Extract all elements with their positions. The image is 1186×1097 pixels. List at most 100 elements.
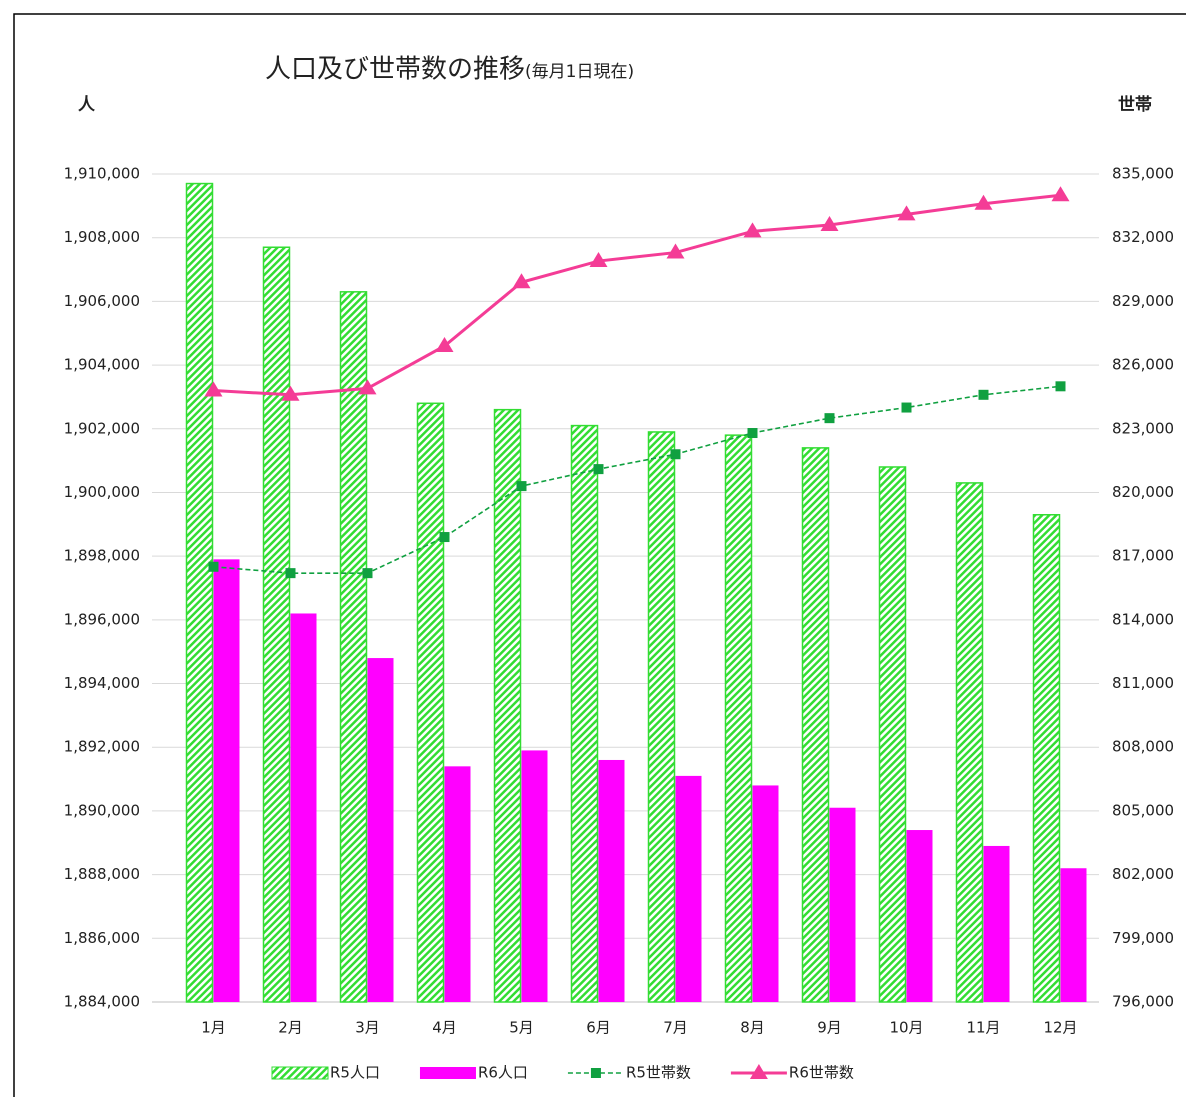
bar <box>570 424 599 1003</box>
x-tick-label: 8月 <box>740 1019 765 1037</box>
y2-tick-label: 829,000 <box>1112 292 1174 310</box>
bar <box>493 408 522 1003</box>
marker <box>974 194 993 210</box>
marker <box>978 389 989 400</box>
x-tick-label: 3月 <box>355 1019 380 1037</box>
y-tick-label: 1,900,000 <box>64 483 140 501</box>
bar <box>878 466 907 1003</box>
x-tick-label: 1月 <box>201 1019 226 1037</box>
x-tick-label: 7月 <box>663 1019 688 1037</box>
marker <box>589 252 608 268</box>
bar <box>647 431 676 1003</box>
marker <box>362 568 373 579</box>
bar <box>906 830 933 1002</box>
bar <box>521 750 548 1002</box>
y-tick-label: 1,910,000 <box>64 165 140 183</box>
bar <box>598 759 625 1002</box>
bar <box>367 658 394 1002</box>
marker <box>670 449 681 460</box>
bar <box>416 402 445 1003</box>
bar <box>1032 514 1061 1003</box>
y2-tick-label: 799,000 <box>1112 929 1174 947</box>
legend-marker <box>590 1068 601 1078</box>
marker <box>820 215 839 231</box>
bar <box>290 613 317 1002</box>
y2-tick-label: 814,000 <box>1112 610 1174 628</box>
y-tick-label: 1,890,000 <box>64 801 140 819</box>
bar <box>213 559 240 1002</box>
marker <box>358 379 377 395</box>
x-tick-label: 4月 <box>432 1019 457 1037</box>
bar <box>262 246 291 1003</box>
marker <box>666 243 685 259</box>
y2-tick-label: 802,000 <box>1112 865 1174 883</box>
chart-title: 人口及び世帯数の推移 <box>265 55 525 85</box>
y2-tick-label: 832,000 <box>1112 228 1174 246</box>
bar <box>955 482 984 1003</box>
y-tick-label: 1,896,000 <box>64 610 140 628</box>
chart-subtitle: (毎月1日現在) <box>525 62 634 82</box>
y-tick-label: 1,898,000 <box>64 547 140 565</box>
bar <box>339 291 368 1003</box>
marker <box>516 481 527 492</box>
frame <box>13 13 1186 1097</box>
bar <box>675 775 702 1002</box>
bar <box>724 434 753 1003</box>
x-tick-label: 2月 <box>278 1019 303 1037</box>
bar <box>1060 868 1087 1002</box>
marker <box>204 381 223 397</box>
y-tick-label: 1,902,000 <box>64 419 140 437</box>
marker <box>512 273 531 289</box>
marker <box>824 413 835 424</box>
y-axis-label: 人 <box>78 95 96 115</box>
marker <box>281 385 300 401</box>
y2-tick-label: 811,000 <box>1112 674 1174 692</box>
y-tick-label: 1,892,000 <box>64 738 140 756</box>
x-tick-label: 12月 <box>1043 1019 1077 1037</box>
y2-tick-label: 820,000 <box>1112 483 1174 501</box>
x-tick-label: 11月 <box>966 1019 1000 1037</box>
marker <box>439 532 450 543</box>
y2-tick-label: 808,000 <box>1112 738 1174 756</box>
y-tick-label: 1,908,000 <box>64 228 140 246</box>
legend-label: R5人口 <box>330 1064 380 1082</box>
marker <box>435 336 454 352</box>
y-tick-label: 1,904,000 <box>64 356 140 374</box>
y-tick-label: 1,888,000 <box>64 865 140 883</box>
legend-label: R6世帯数 <box>789 1064 854 1082</box>
marker <box>593 464 604 475</box>
x-tick-label: 5月 <box>509 1019 534 1037</box>
x-tick-label: 9月 <box>817 1019 842 1037</box>
legend-label: R5世帯数 <box>626 1064 691 1082</box>
bar <box>752 785 779 1002</box>
legend-swatch <box>271 1066 329 1080</box>
line <box>213 385 1061 574</box>
legend-marker <box>749 1064 768 1079</box>
marker <box>208 561 219 572</box>
x-tick-label: 6月 <box>586 1019 611 1037</box>
y2-tick-label: 817,000 <box>1112 547 1174 565</box>
legend-label: R6人口 <box>478 1064 528 1082</box>
y2-tick-label: 823,000 <box>1112 419 1174 437</box>
bar <box>185 182 214 1003</box>
y2-tick-label: 796,000 <box>1112 993 1174 1011</box>
y2-axis-label: 世帯 <box>1118 94 1152 115</box>
marker <box>743 222 762 238</box>
bar <box>983 845 1010 1002</box>
y2-tick-label: 805,000 <box>1112 801 1174 819</box>
y2-tick-label: 835,000 <box>1112 165 1174 183</box>
bar <box>444 766 471 1002</box>
bar <box>829 807 856 1002</box>
marker <box>747 428 758 439</box>
marker <box>901 402 912 413</box>
line <box>213 193 1061 397</box>
y-tick-label: 1,884,000 <box>64 993 140 1011</box>
legend-swatch <box>419 1067 476 1079</box>
marker <box>1055 381 1066 392</box>
y-tick-label: 1,894,000 <box>64 674 140 692</box>
marker <box>285 568 296 579</box>
y-tick-label: 1,886,000 <box>64 929 140 947</box>
marker <box>897 205 916 221</box>
marker <box>1051 186 1070 202</box>
